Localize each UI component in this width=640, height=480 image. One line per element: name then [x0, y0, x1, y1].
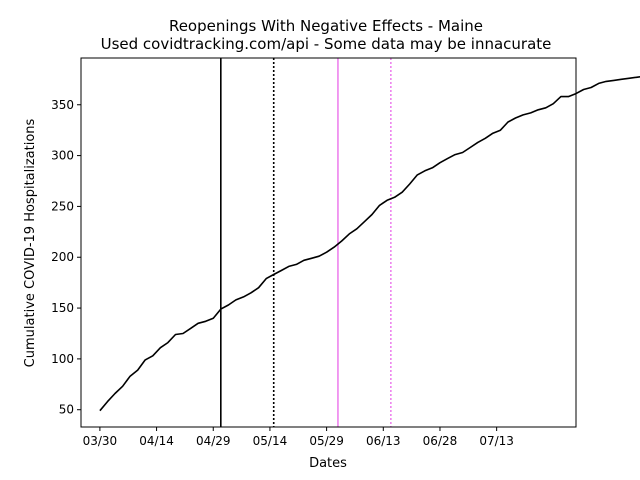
x-tick-label-0: 03/30	[83, 434, 118, 448]
x-axis-ticks: 03/30 04/14 04/29 05/14 05/29 06/13 06/28 07/13	[83, 427, 514, 448]
y-axis-ticks: 50 100 150 200 250 300 350	[51, 98, 81, 417]
y-tick-label-1: 100	[51, 352, 74, 366]
x-tick-label-5: 06/13	[366, 434, 401, 448]
chart-subtitle: Used covidtracking.com/api - Some data m…	[101, 35, 552, 53]
x-tick-label-6: 06/28	[423, 434, 458, 448]
x-tick-label-4: 05/29	[309, 434, 344, 448]
y-tick-label-3: 200	[51, 250, 74, 264]
chart-title: Reopenings With Negative Effects - Maine	[169, 17, 483, 35]
y-tick-label-0: 50	[59, 403, 74, 417]
plot-frame	[80, 57, 577, 428]
y-tick-label-4: 250	[51, 199, 74, 213]
x-tick-label-1: 04/14	[139, 434, 174, 448]
x-tick-label-2: 04/29	[196, 434, 231, 448]
series-line-0	[99, 76, 640, 412]
y-tick-label-5: 300	[51, 149, 74, 163]
series-layer	[99, 76, 640, 412]
y-axis-label: Cumulative COVID-19 Hospitalizations	[23, 118, 38, 367]
x-axis-label: Dates	[309, 456, 347, 471]
y-tick-label-2: 150	[51, 301, 74, 315]
x-tick-label-7: 07/13	[479, 434, 514, 448]
vertical-markers	[220, 58, 392, 427]
y-tick-label-6: 350	[51, 98, 74, 112]
x-tick-label-3: 05/14	[253, 434, 288, 448]
